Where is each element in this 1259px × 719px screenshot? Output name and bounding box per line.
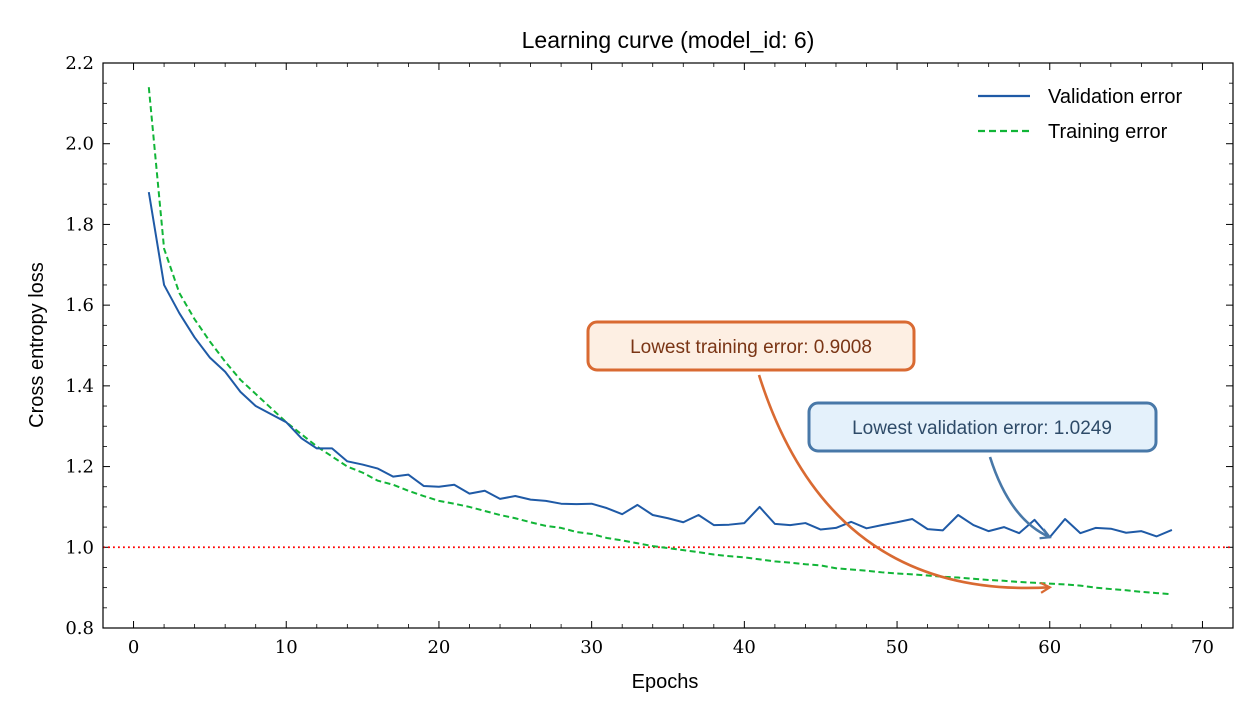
training-annotation-label: Lowest training error: 0.9008	[630, 337, 872, 358]
legend: Validation error Training error	[978, 86, 1182, 143]
legend-label-training: Training error	[1048, 121, 1168, 143]
x-tick-label: 10	[275, 637, 298, 658]
training-annotation-arrow	[757, 374, 1050, 588]
y-tick-label: 0.8	[65, 618, 94, 639]
y-tick-label: 1.2	[65, 457, 94, 478]
x-tick-label: 0	[128, 637, 139, 658]
ticks-layer: 0 10 20 30 40 50 60 70 0.8 1.0 1.2 1.4 1.6 1.8 2.0 2.2	[65, 53, 1234, 658]
legend-label-validation: Validation error	[1048, 86, 1182, 108]
validation-annotation-label: Lowest validation error: 1.0249	[852, 418, 1112, 439]
y-tick-label: 1.4	[65, 376, 94, 397]
annotation-layer: Lowest training error: 0.9008 Lowest vali…	[586, 320, 1158, 588]
y-tick-label: 1.8	[65, 214, 94, 235]
x-tick-label: 30	[580, 637, 603, 658]
validation-annotation-box	[807, 401, 1158, 453]
y-tick-label: 1.0	[65, 537, 94, 558]
x-tick-label: 40	[733, 637, 756, 658]
validation-error-line	[147, 191, 1173, 539]
training-annotation-box	[586, 320, 916, 372]
plot-frame	[102, 62, 1234, 629]
y-tick-label: 2.0	[65, 134, 94, 155]
x-axis-label: Epochs	[632, 671, 699, 693]
y-tick-label: 1.6	[65, 295, 94, 316]
x-tick-label: 50	[886, 637, 909, 658]
y-tick-label: 2.2	[65, 53, 94, 74]
validation-annotation-arrow	[988, 456, 1050, 537]
x-tick-label: 20	[427, 637, 450, 658]
y-axis-label: Cross entropy loss	[26, 262, 48, 428]
x-tick-label: 60	[1038, 637, 1061, 658]
series-layer	[147, 87, 1173, 596]
chart-title: Learning curve (model_id: 6)	[522, 27, 815, 53]
x-tick-label: 70	[1191, 637, 1214, 658]
